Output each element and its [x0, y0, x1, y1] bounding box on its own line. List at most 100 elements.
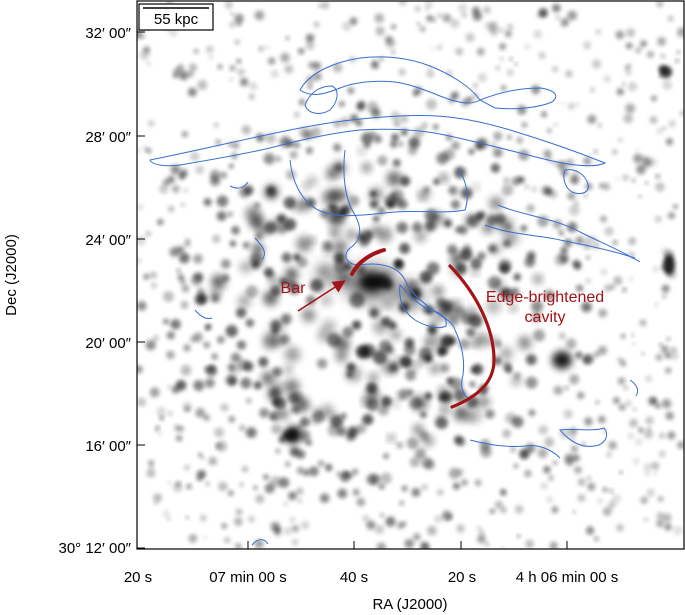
- noise-blob: [625, 400, 632, 407]
- noise-blob: [656, 127, 664, 135]
- noise-blob: [485, 409, 495, 419]
- noise-blob: [609, 489, 614, 493]
- diffuse-emission-blob: [269, 320, 285, 336]
- noise-blob: [452, 482, 460, 490]
- noise-blob: [514, 505, 524, 514]
- noise-blob: [166, 384, 172, 390]
- noise-blob: [608, 440, 617, 450]
- noise-blob: [518, 149, 530, 161]
- noise-blob: [150, 465, 154, 470]
- noise-blob: [594, 536, 599, 542]
- noise-blob: [677, 441, 684, 450]
- noise-blob: [217, 64, 223, 70]
- diffuse-emission-blob: [482, 222, 494, 234]
- diffuse-emission-blob: [313, 407, 320, 414]
- noise-blob: [659, 432, 665, 439]
- xray-image-panel: Bar Edge-brightened cavity 55 kpc: [137, 1, 684, 549]
- diffuse-emission-blob: [369, 187, 384, 202]
- noise-blob: [526, 204, 535, 213]
- radio-contours: [149, 56, 641, 546]
- noise-blob: [514, 62, 518, 66]
- noise-blob: [499, 27, 504, 33]
- noise-blob: [177, 274, 185, 281]
- noise-blob: [239, 424, 246, 431]
- noise-blob: [647, 157, 658, 167]
- noise-blob: [137, 397, 146, 407]
- noise-blob: [375, 524, 385, 535]
- noise-blob: [167, 411, 173, 417]
- noise-blob: [654, 215, 662, 223]
- noise-blob: [635, 148, 639, 152]
- diffuse-emission-blob: [450, 262, 465, 277]
- noise-blob: [159, 415, 165, 421]
- noise-blob: [211, 353, 218, 360]
- noise-blob: [228, 415, 236, 423]
- noise-blob: [499, 56, 505, 62]
- noise-blob: [364, 142, 371, 149]
- noise-blob: [265, 133, 277, 144]
- noise-blob: [660, 345, 669, 354]
- y-tick-label: 16′ 00″: [85, 438, 131, 455]
- noise-blob: [296, 467, 305, 475]
- diffuse-emission-blob: [245, 206, 261, 222]
- noise-blob: [454, 226, 462, 234]
- noise-blob: [221, 523, 227, 529]
- noise-blob: [651, 462, 660, 470]
- noise-blob: [448, 467, 461, 480]
- noise-blob: [241, 125, 251, 135]
- noise-blob: [146, 61, 151, 66]
- noise-blob: [602, 182, 611, 191]
- noise-blob: [657, 496, 664, 502]
- noise-blob: [585, 255, 591, 260]
- noise-blob: [525, 443, 536, 454]
- diffuse-emission-blob: [415, 231, 426, 243]
- noise-blob: [676, 50, 681, 54]
- noise-blob: [565, 338, 577, 350]
- noise-blob: [220, 171, 228, 179]
- noise-blob: [180, 279, 186, 286]
- noise-blob: [228, 490, 234, 496]
- noise-blob: [168, 205, 175, 212]
- noise-blob: [220, 258, 231, 269]
- noise-blob: [213, 122, 219, 128]
- noise-blob: [404, 337, 415, 348]
- noise-blob: [615, 176, 620, 181]
- noise-blob: [270, 414, 276, 420]
- diffuse-emission-blob: [306, 176, 317, 187]
- noise-blob: [541, 185, 551, 195]
- noise-blob: [272, 366, 283, 377]
- noise-blob: [210, 175, 221, 187]
- noise-blob: [291, 525, 299, 533]
- diffuse-emission-blob: [302, 183, 309, 190]
- noise-blob: [237, 68, 245, 76]
- noise-blob: [575, 284, 584, 292]
- noise-blob: [400, 115, 409, 124]
- diffuse-emission-blob: [502, 229, 519, 246]
- noise-blob: [399, 500, 405, 506]
- noise-blob: [577, 391, 585, 399]
- diffuse-emission-blob: [239, 261, 252, 274]
- noise-blob: [477, 534, 486, 544]
- diffuse-emission-blob: [428, 331, 438, 341]
- noise-blob: [516, 534, 521, 538]
- noise-blob: [670, 352, 679, 361]
- diffuse-emission-blob: [309, 237, 316, 243]
- noise-blob: [278, 277, 289, 287]
- noise-blob: [540, 482, 548, 490]
- diffuse-emission-blob: [427, 342, 435, 350]
- noise-blob: [188, 534, 198, 543]
- noise-blob: [551, 3, 561, 13]
- noise-blob: [411, 221, 423, 233]
- noise-blob: [625, 42, 633, 50]
- noise-blob: [376, 542, 387, 549]
- noise-blob: [268, 57, 276, 65]
- noise-blob: [664, 352, 672, 359]
- scale-bar-label: 55 kpc: [154, 11, 199, 28]
- noise-blob: [279, 334, 291, 345]
- noise-blob: [283, 196, 296, 209]
- noise-blob: [602, 487, 608, 493]
- noise-blob: [524, 469, 532, 478]
- noise-blob: [633, 407, 637, 411]
- y-axis: 32′ 00″ 28′ 00″ 24′ 00″ 20′ 00″ 16′ 00″ …: [3, 25, 145, 557]
- noise-blob: [673, 204, 678, 210]
